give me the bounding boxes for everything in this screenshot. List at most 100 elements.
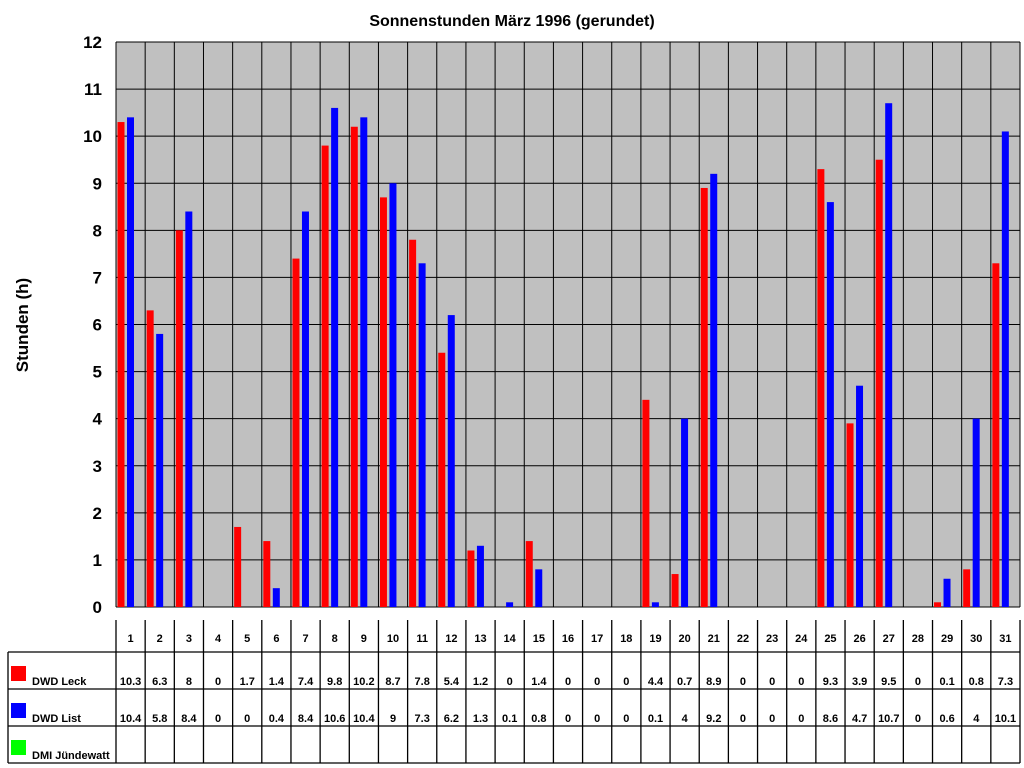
- bar-dwd-leck: [671, 574, 679, 607]
- data-label: 8.7: [385, 676, 400, 688]
- bar-dwd-list: [972, 418, 980, 607]
- x-tick-label: 14: [504, 633, 517, 645]
- data-label: 4: [973, 713, 980, 725]
- data-label: 8: [186, 676, 192, 688]
- chart-title: Sonnenstunden März 1996 (gerundet): [369, 13, 654, 30]
- legend-swatch: [11, 740, 26, 755]
- bar-dwd-leck: [846, 423, 854, 607]
- data-label: 9.2: [706, 713, 721, 725]
- data-label: 0: [215, 713, 221, 725]
- data-label: 10.4: [353, 713, 375, 725]
- bar-dwd-list: [331, 107, 339, 608]
- data-label: 7.3: [998, 676, 1013, 688]
- legend-label: DMI Jündewatt: [32, 750, 110, 762]
- bar-dwd-leck: [467, 550, 475, 607]
- bar-dwd-list: [127, 117, 134, 607]
- bar-dwd-leck: [934, 602, 942, 607]
- data-label: 0: [594, 713, 600, 725]
- x-tick-label: 23: [766, 633, 778, 645]
- bar-dwd-list: [506, 602, 514, 607]
- y-tick-label: 11: [84, 80, 102, 99]
- x-tick-label: 13: [474, 633, 486, 645]
- legend-label: DWD Leck: [32, 676, 87, 688]
- y-tick-label: 8: [93, 221, 102, 240]
- data-label: 9: [390, 713, 396, 725]
- legend-swatch: [11, 703, 26, 718]
- y-tick-label: 5: [93, 363, 102, 382]
- x-tick-label: 2: [157, 633, 163, 645]
- bar-dwd-leck: [350, 126, 358, 607]
- x-tick-label: 9: [361, 633, 367, 645]
- x-tick-label: 16: [562, 633, 574, 645]
- data-label: 0: [769, 713, 775, 725]
- x-tick-label: 30: [970, 633, 982, 645]
- x-tick-label: 29: [941, 633, 953, 645]
- y-axis-label: Stunden (h): [13, 278, 32, 372]
- bar-dwd-leck: [321, 145, 329, 608]
- legend-swatch: [11, 666, 26, 681]
- data-label: 0.7: [677, 676, 692, 688]
- data-label: 7.4: [298, 676, 314, 688]
- x-tick-label: 28: [912, 633, 924, 645]
- bar-dwd-leck: [146, 310, 154, 607]
- x-tick-label: 24: [795, 633, 808, 645]
- data-label: 0: [740, 676, 746, 688]
- data-label: 7.3: [415, 713, 430, 725]
- data-label: 0.1: [502, 713, 517, 725]
- data-label: 0.8: [969, 676, 984, 688]
- data-label: 9.3: [823, 676, 838, 688]
- y-tick-label: 1: [93, 551, 102, 570]
- data-label: 8.4: [181, 713, 197, 725]
- bar-dwd-list: [710, 173, 718, 608]
- x-tick-label: 22: [737, 633, 749, 645]
- data-label: 0.1: [939, 676, 954, 688]
- bar-dwd-leck: [117, 122, 125, 608]
- data-label: 1.3: [473, 713, 488, 725]
- y-tick-label: 12: [83, 33, 102, 52]
- bar-dwd-list: [272, 588, 280, 607]
- bar-dwd-leck: [817, 169, 825, 607]
- x-tick-label: 4: [215, 633, 222, 645]
- data-label: 0.8: [531, 713, 546, 725]
- data-table: 1 2 3 4 5 6 7 8 9 10 11 12 13 14 15 16 17 18 19 20 21 22 23 24 2…: [7, 620, 1021, 764]
- x-tick-label: 20: [679, 633, 691, 645]
- x-tick-label: 1: [128, 633, 134, 645]
- x-tick-label: 8: [332, 633, 338, 645]
- x-tick-label: 6: [273, 633, 279, 645]
- data-label: 5.4: [444, 676, 460, 688]
- bar-dwd-leck: [525, 541, 533, 607]
- bar-dwd-leck: [875, 159, 883, 608]
- bar-dwd-list: [418, 263, 426, 607]
- data-label: 0: [915, 676, 921, 688]
- bar-dwd-list: [389, 183, 397, 607]
- data-label: 1.4: [531, 676, 547, 688]
- bar-dwd-leck: [263, 541, 271, 607]
- data-label: 6.3: [152, 676, 167, 688]
- data-label: 0: [740, 713, 746, 725]
- x-tick-label: 11: [416, 633, 428, 645]
- bar-dwd-list: [156, 333, 164, 607]
- data-label: 1.4: [269, 676, 285, 688]
- y-tick-label: 10: [83, 127, 102, 146]
- bar-dwd-leck: [700, 187, 708, 608]
- data-label: 9.5: [881, 676, 896, 688]
- data-label: 0: [798, 713, 804, 725]
- data-label: 10.6: [324, 713, 345, 725]
- x-tick-label: 3: [186, 633, 192, 645]
- data-label: 0.6: [939, 713, 954, 725]
- bar-dwd-list: [651, 602, 659, 607]
- data-label: 5.8: [152, 713, 167, 725]
- x-tick-label: 25: [824, 633, 836, 645]
- data-label: 0.1: [648, 713, 663, 725]
- y-tick-label: 2: [93, 504, 102, 523]
- x-tick-label: 18: [620, 633, 632, 645]
- data-label: 0: [769, 676, 775, 688]
- data-label: 10.1: [995, 713, 1016, 725]
- data-label: 0: [915, 713, 921, 725]
- bar-dwd-list: [681, 418, 689, 607]
- data-label: 8.4: [298, 713, 314, 725]
- bar-dwd-list: [185, 211, 193, 607]
- x-tick-label: 26: [853, 633, 865, 645]
